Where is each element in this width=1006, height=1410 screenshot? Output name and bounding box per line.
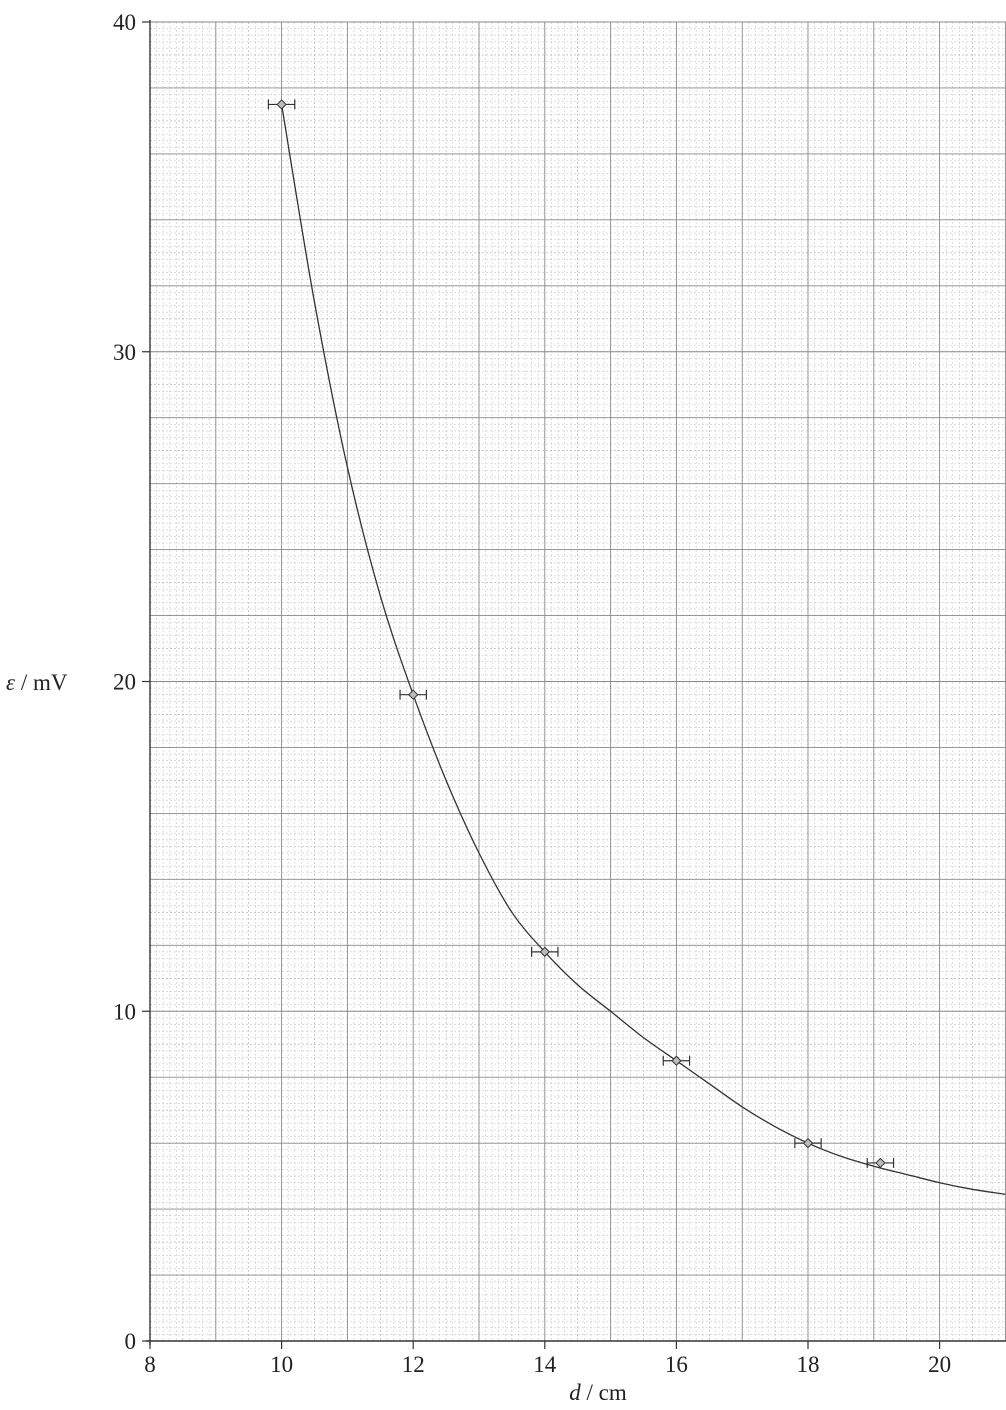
x-axis-label: d / cm (569, 1380, 627, 1405)
x-tick-label: 12 (402, 1352, 425, 1377)
data-point (399, 689, 427, 700)
x-axis-label-var: d (569, 1380, 581, 1405)
axes (142, 20, 1006, 1349)
y-tick-label: 30 (113, 340, 136, 365)
data-point (866, 1157, 895, 1169)
data-point-marker (875, 1157, 886, 1169)
y-axis-label-unit: / mV (15, 670, 68, 695)
grid-major-lines (149, 21, 1006, 1342)
x-tick-label: 8 (144, 1352, 156, 1377)
data-point-marker (407, 689, 419, 700)
x-tick-label: 14 (533, 1352, 557, 1377)
x-tick-label: 10 (270, 1352, 293, 1377)
x-tick-labels: 8 10 12 14 16 18 20 (144, 1352, 951, 1377)
y-tick-label: 40 (113, 10, 136, 35)
x-tick-label: 18 (797, 1352, 820, 1377)
y-tick-labels: 0 10 20 30 40 (113, 10, 136, 1354)
y-axis-label: ε / mV (6, 670, 68, 695)
data-point (794, 1137, 822, 1149)
data-point (531, 946, 559, 958)
data-point (662, 1055, 691, 1066)
data-point-marker (671, 1055, 682, 1066)
data-point-marker (276, 99, 287, 110)
x-tick-label: 20 (928, 1352, 951, 1377)
best-fit-curve (280, 104, 1006, 1195)
y-tick-label: 20 (113, 670, 136, 695)
x-tick-label: 16 (665, 1352, 688, 1377)
x-axis-label-unit: / cm (581, 1380, 627, 1405)
grid-minor-lines (150, 22, 1006, 1341)
y-tick-label: 10 (113, 999, 136, 1024)
y-axis-label-var: ε (6, 670, 16, 695)
data-point-marker (802, 1137, 814, 1149)
y-tick-label: 0 (125, 1329, 137, 1354)
data-points (267, 99, 895, 1169)
data-point (267, 99, 296, 110)
data-point-marker (539, 946, 551, 958)
